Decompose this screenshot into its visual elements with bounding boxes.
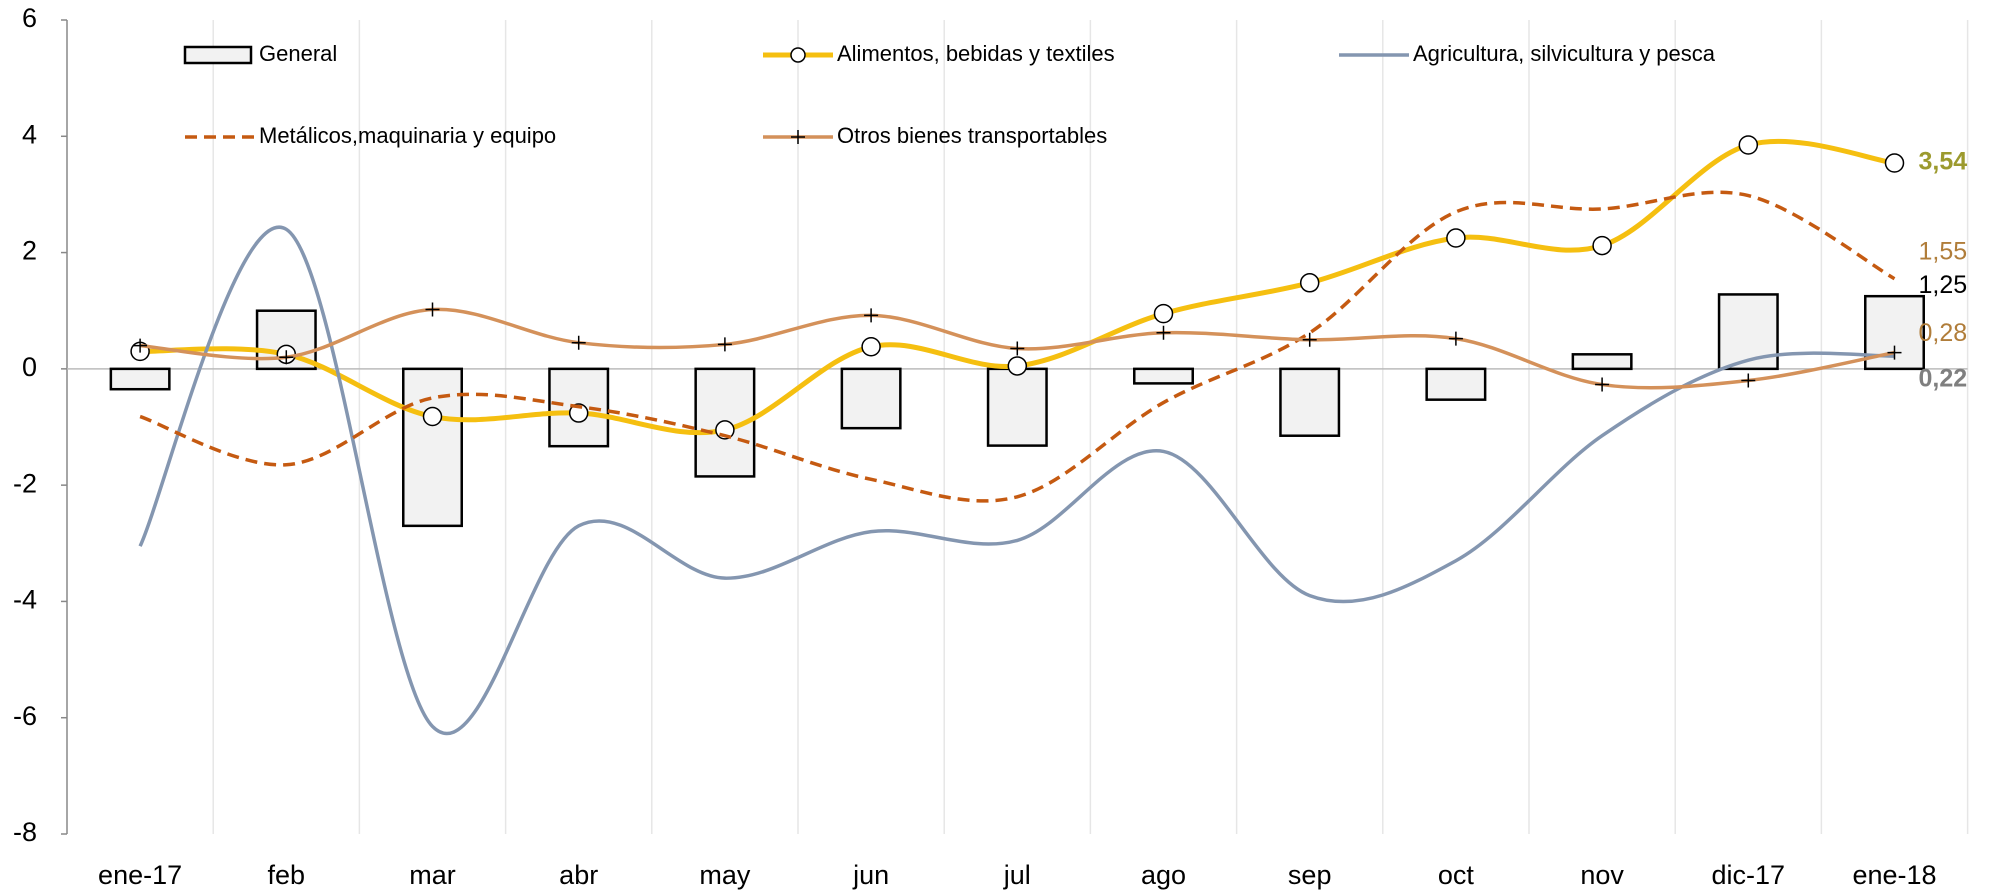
y-tick-label: 0 xyxy=(22,352,37,382)
marker xyxy=(1741,373,1755,387)
x-tick-label: jun xyxy=(852,860,889,890)
legend-marker xyxy=(791,48,805,62)
legend-label: Agricultura, silvicultura y pesca xyxy=(1413,41,1716,66)
marker xyxy=(1157,326,1171,340)
marker xyxy=(1593,237,1611,255)
value-label: 0,22 xyxy=(1919,365,1968,393)
legend-label: Alimentos, bebidas y textiles xyxy=(837,41,1115,66)
y-tick-label: 2 xyxy=(22,236,37,266)
y-tick-label: 6 xyxy=(22,3,37,33)
legend-label: General xyxy=(259,41,337,66)
bar xyxy=(111,369,169,389)
x-tick-label: feb xyxy=(268,860,306,890)
y-tick-label: -2 xyxy=(13,468,37,498)
bar xyxy=(988,369,1046,446)
value-label: 1,25 xyxy=(1919,271,1968,299)
x-tick-label: mar xyxy=(409,860,456,890)
x-tick-label: ene-18 xyxy=(1852,860,1936,890)
legend-marker xyxy=(791,130,805,144)
bar xyxy=(1427,369,1485,400)
marker xyxy=(426,303,440,317)
marker xyxy=(1449,332,1463,346)
marker xyxy=(1595,378,1609,392)
marker xyxy=(1301,274,1319,292)
x-tick-label: may xyxy=(699,860,751,890)
y-tick-label: -4 xyxy=(13,585,37,615)
legend-label: Metálicos,maquinaria y equipo xyxy=(259,123,556,148)
marker xyxy=(862,338,880,356)
x-tick-label: jul xyxy=(1003,860,1031,890)
bar xyxy=(403,369,461,526)
legend-swatch xyxy=(185,47,251,63)
marker xyxy=(1008,357,1026,375)
bar xyxy=(842,369,900,428)
x-tick-label: ago xyxy=(1141,860,1186,890)
x-tick-label: dic-17 xyxy=(1712,860,1786,890)
marker xyxy=(864,308,878,322)
y-tick-label: -6 xyxy=(13,701,37,731)
value-label: 0,28 xyxy=(1919,319,1968,347)
chart: -8 -6 -4 -2 0 2 4 6 ene-17 feb mar abr may jun jul ago s… xyxy=(0,0,2000,896)
legend-label: Otros bienes transportables xyxy=(837,123,1107,148)
marker xyxy=(1886,154,1904,172)
value-label: 1,55 xyxy=(1919,237,1968,265)
x-tick-label: sep xyxy=(1288,860,1332,890)
marker xyxy=(572,336,586,350)
marker xyxy=(718,337,732,351)
x-tick-label: abr xyxy=(559,860,598,890)
y-tick-label: 4 xyxy=(22,119,37,149)
marker xyxy=(1739,136,1757,154)
bar xyxy=(1573,354,1631,369)
y-tick-label: -8 xyxy=(13,817,37,847)
bar xyxy=(1280,369,1338,436)
x-tick-label: oct xyxy=(1438,860,1475,890)
value-label: 3,54 xyxy=(1919,148,1968,176)
marker xyxy=(424,408,442,426)
marker xyxy=(1447,229,1465,247)
bar xyxy=(1134,369,1192,384)
x-tick-label: nov xyxy=(1580,860,1624,890)
marker xyxy=(1010,342,1024,356)
x-tick-label: ene-17 xyxy=(98,860,182,890)
marker xyxy=(1155,305,1173,323)
